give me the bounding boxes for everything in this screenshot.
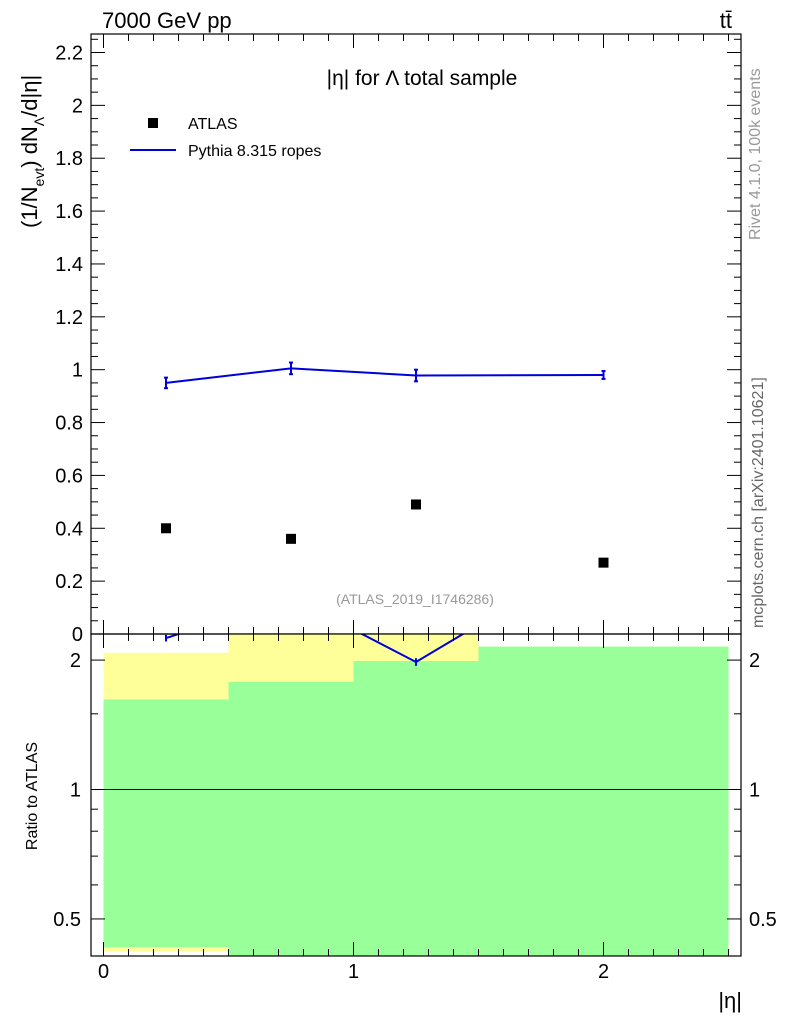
atlas-data-point [161, 523, 171, 534]
mcplots-reference-label: mcplots.cern.ch [arXiv:2401.10621] [750, 377, 767, 628]
main-panel: 0.2 0.4 0.6 0.8 1 1.2 1.4 1.6 1.8 2 2.2 0 |η| for Λ… [17, 33, 742, 646]
ratio-x-tick-label: 0 [98, 961, 109, 983]
ratio-series [165, 634, 465, 666]
atlas-data-point [411, 499, 421, 510]
ratio-y-ticks: 0.5 0.5 1 1 2 2 [53, 650, 777, 931]
pythia-line [165, 367, 604, 384]
main-y-ticks: 0.2 0.4 0.6 0.8 1 1.2 1.4 1.6 1.8 2 2.2 0 [55, 38, 741, 646]
ratio-frame [90, 633, 742, 957]
main-y-axis-label: (1/Nevt) dNΛ/d|η| [17, 75, 47, 228]
legend-atlas-marker [148, 118, 158, 128]
ratio-y-tick-label-right: 1 [749, 780, 760, 802]
main-y-tick-label: 2 [72, 95, 83, 117]
main-y-tick-label: 0.2 [55, 571, 83, 593]
ratio-band-inner [103, 699, 229, 948]
main-y-tick-label: 1.2 [55, 307, 83, 329]
ratio-band-inner [353, 661, 479, 956]
ratio-band-inner [478, 646, 729, 956]
atlas-data-point [286, 533, 296, 544]
ratio-x-tick-label: 1 [348, 961, 359, 983]
ratio-y-tick-label: 0.5 [53, 909, 81, 931]
main-y-tick-label: 1.4 [55, 254, 83, 276]
rivet-version-label: Rivet 4.1.0, 100k events [747, 68, 764, 240]
main-y-tick-label: 1.8 [55, 148, 83, 170]
main-y-tick-label: 1.6 [55, 201, 83, 223]
ratio-panel: 0.5 0.5 1 1 2 2 0 1 2 Ratio to ATLAS |η| [24, 633, 777, 1013]
legend-pythia-label: Pythia 8.315 ropes [188, 143, 321, 160]
ratio-band-inner [228, 681, 354, 956]
x-axis-label: |η| [718, 988, 742, 1013]
ratio-y-tick-label: 1 [70, 780, 81, 802]
header-energy-label: 7000 GeV pp [102, 8, 232, 33]
main-y-tick-label-zero: 0 [72, 624, 83, 646]
atlas-data-point [598, 557, 609, 568]
ratio-bands [91, 634, 741, 956]
legend-atlas-label: ATLAS [188, 116, 238, 133]
main-y-tick-label: 0.8 [55, 413, 83, 435]
main-y-tick-label: 1 [72, 360, 83, 382]
ratio-x-ticks: 0 1 2 [98, 634, 729, 983]
main-y-tick-label: 2.2 [55, 43, 83, 65]
ratio-y-axis-label: Ratio to ATLAS [24, 742, 41, 850]
ratio-y-tick-label-right: 0.5 [749, 909, 777, 931]
ratio-x-tick-label: 2 [598, 961, 609, 983]
ratio-y-tick-label: 2 [70, 650, 81, 672]
main-series [161, 361, 609, 568]
analysis-watermark: (ATLAS_2019_I1746286) [336, 591, 494, 607]
main-y-tick-label: 0.6 [55, 465, 83, 487]
plot-title: |η| for Λ total sample [327, 67, 518, 90]
main-y-tick-label: 0.4 [55, 518, 83, 540]
ratio-y-tick-label-right: 2 [749, 650, 760, 672]
main-axes [103, 34, 729, 634]
header-process-label: tt̄ [720, 8, 732, 33]
legend: ATLAS Pythia 8.315 ropes [130, 116, 321, 160]
